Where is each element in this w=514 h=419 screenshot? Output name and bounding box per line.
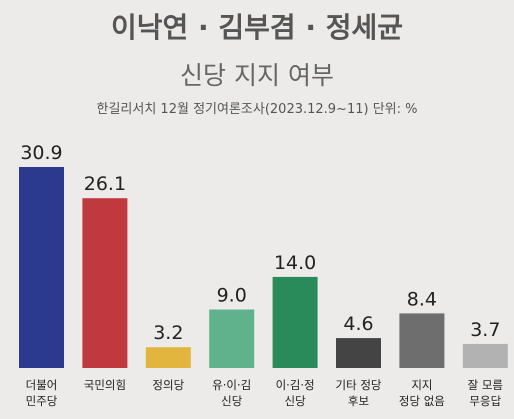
category-label-4-0: 이·김·정 [276,378,315,392]
bar-3 [209,309,255,368]
category-label-3-0: 유·이·김 [212,378,251,392]
chart-subtitle: 신당 지지 여부 [180,61,334,90]
bar-4 [272,276,318,368]
category-label-0-0: 더불어 [26,378,58,392]
category-label-2-0: 정의당 [152,378,184,392]
bar-5 [336,338,381,368]
value-label-1: 26.1 [84,173,126,195]
bar-0 [19,167,64,368]
value-label-0: 30.9 [20,142,62,164]
bar-2 [145,347,191,368]
category-label-6-1: 정당 없음 [399,394,445,408]
value-label-7: 3.7 [470,319,500,341]
value-label-2: 3.2 [153,322,183,344]
chart-source-note: 한길리서치 12월 정기여론조사(2023.12.9~11) 단위: % [96,102,418,117]
bar-6 [399,313,445,368]
category-label-7-1: 무응답 [469,394,501,408]
bar-7 [462,343,508,368]
category-label-7-0: 잘 모름 [468,378,503,392]
category-label-1-0: 국민의힘 [84,378,126,392]
value-label-4: 14.0 [274,252,316,274]
value-label-6: 8.4 [407,288,437,310]
value-label-3: 9.0 [217,285,247,307]
category-label-6-0: 지지 [411,378,432,392]
category-label-5-0: 기타 정당 [336,378,382,392]
value-label-5: 4.6 [343,313,373,335]
bar-1 [82,198,128,368]
category-label-3-1: 신당 [221,394,243,408]
category-label-4-1: 신당 [285,394,307,408]
category-label-5-1: 후보 [348,394,369,408]
category-label-0-1: 민주당 [26,394,58,408]
chart-title: 이낙연 · 김부겸 · 정세균 [110,11,404,44]
